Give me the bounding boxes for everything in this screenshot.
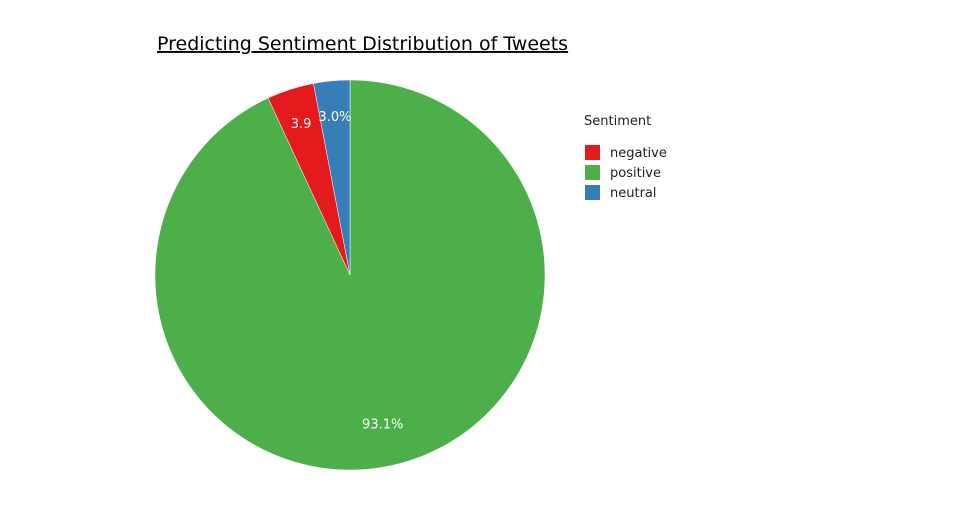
chart-title: Predicting Sentiment Distribution of Twe…	[157, 33, 568, 55]
legend-swatch-negative	[585, 145, 600, 160]
legend-item-neutral[interactable]: neutral	[585, 185, 657, 201]
slice-label-negative: 3.9	[291, 117, 312, 132]
pie-slice-neutral[interactable]	[313, 79, 351, 276]
legend-label-negative: negative	[610, 146, 667, 161]
legend: Sentiment negative positive neutral	[584, 114, 667, 201]
legend-swatch-neutral	[585, 185, 600, 200]
legend-swatch-positive	[585, 165, 600, 180]
slice-label-positive: 93.1%	[362, 418, 403, 433]
pie-slice-labels: 93.1% 3.9 3.0%	[291, 110, 404, 433]
legend-items: negative positive neutral	[585, 145, 667, 201]
legend-label-positive: positive	[610, 166, 661, 181]
pie-slices	[154, 79, 546, 471]
slice-label-neutral: 3.0%	[318, 110, 351, 125]
chart-title-link[interactable]: Predicting Sentiment Distribution of Twe…	[157, 33, 568, 55]
legend-item-negative[interactable]: negative	[585, 145, 667, 161]
legend-item-positive[interactable]: positive	[585, 165, 661, 181]
legend-title: Sentiment	[584, 114, 651, 129]
legend-label-neutral: neutral	[610, 186, 657, 201]
